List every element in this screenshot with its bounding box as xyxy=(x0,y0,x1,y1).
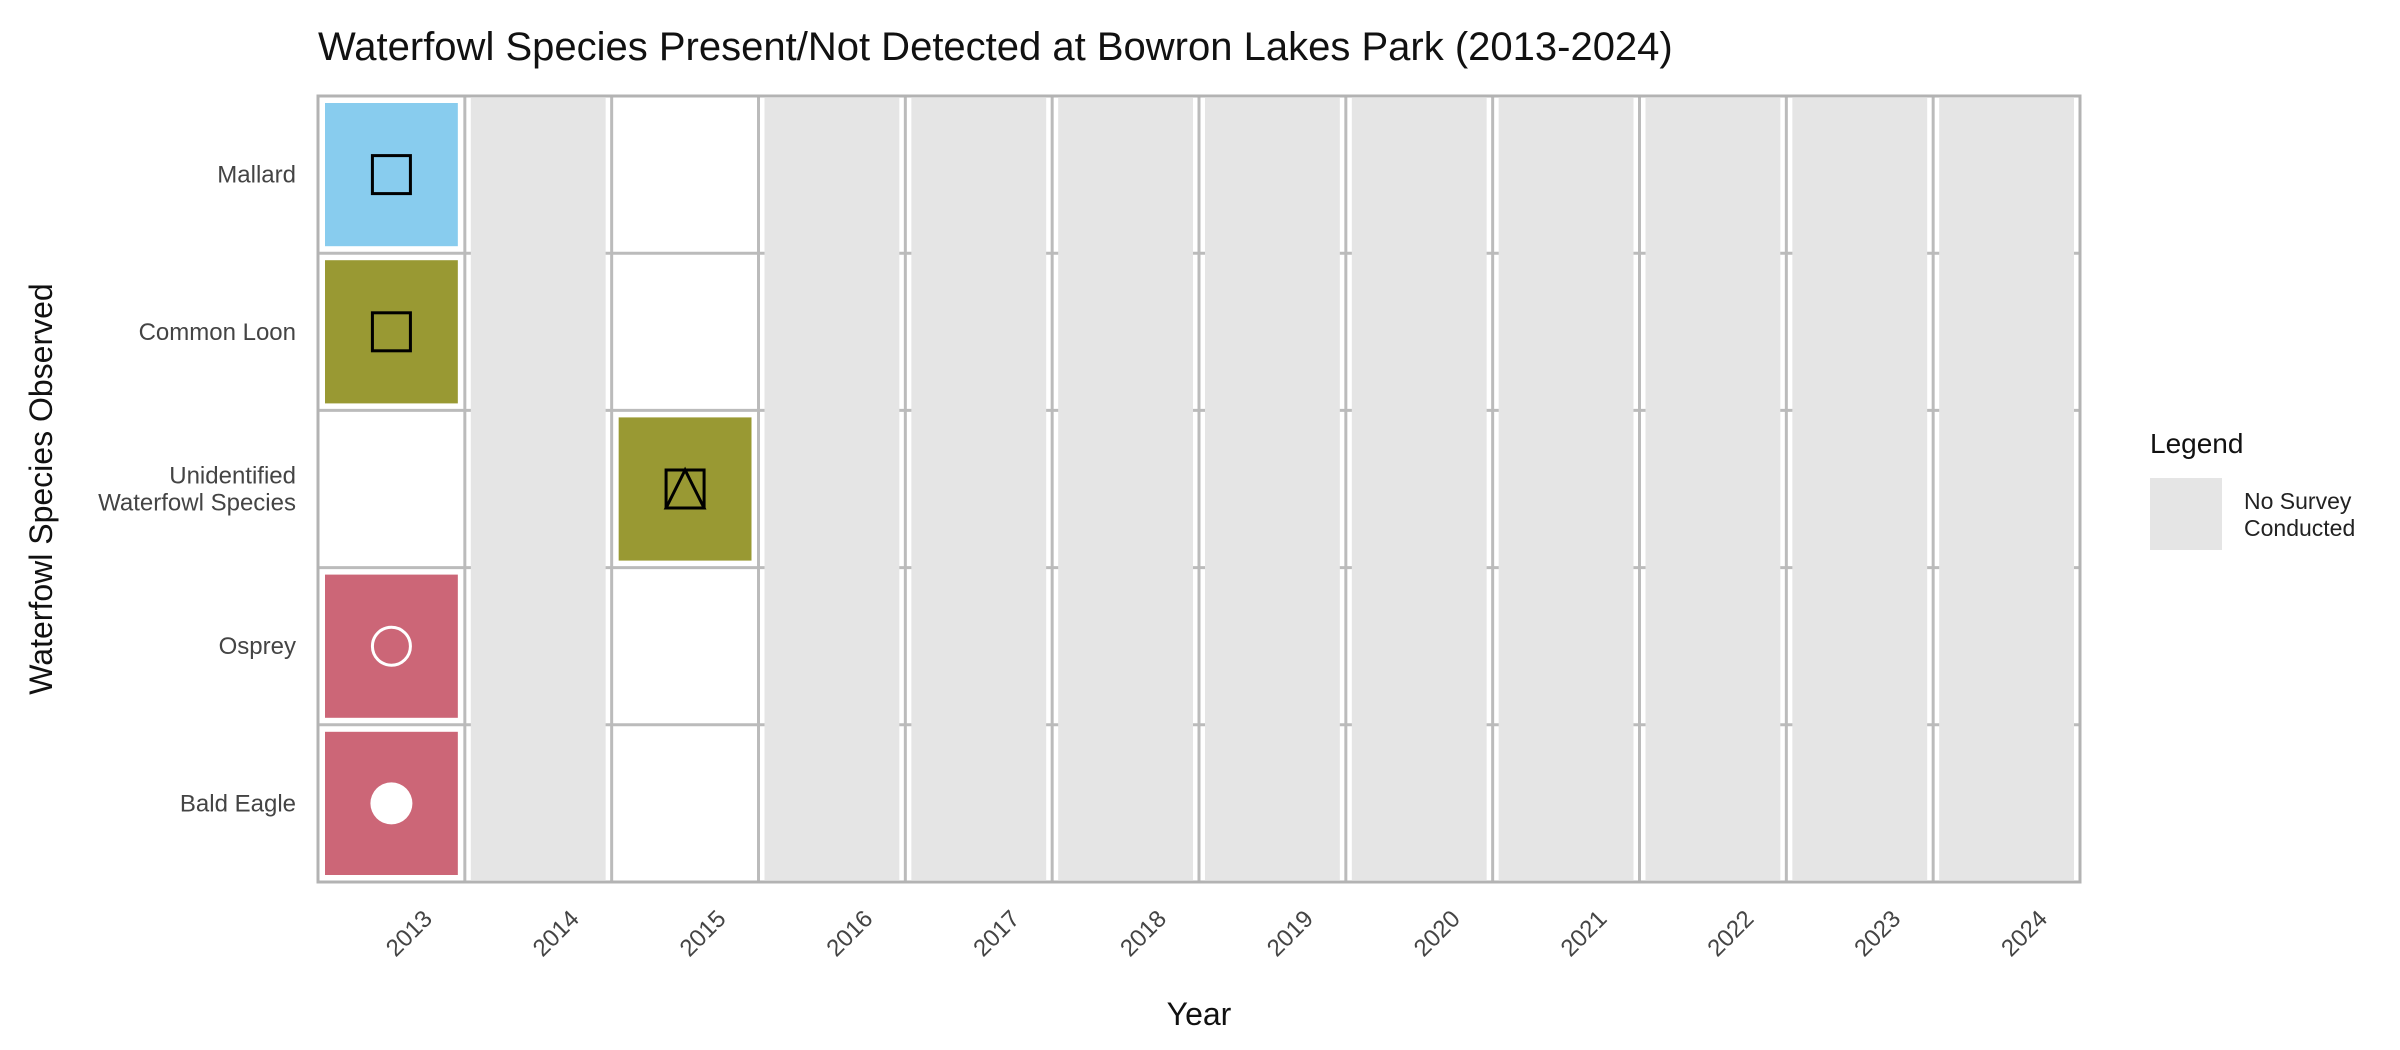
symbol-bald-eagle-2013-filled-circle xyxy=(370,782,413,825)
y-tick-label-line: Mallard xyxy=(217,162,296,189)
symbol-osprey-2013-open-circle xyxy=(370,625,412,667)
x-tick-label-2021: 2021 xyxy=(1556,905,1613,962)
x-tick-label-2024: 2024 xyxy=(1996,905,2053,962)
no-survey-layer xyxy=(470,98,2074,880)
x-axis-title: Year xyxy=(1167,996,1232,1032)
no-survey-column-2018 xyxy=(1058,98,1193,880)
x-tick-label-2015: 2015 xyxy=(675,905,732,962)
no-survey-column-2016 xyxy=(764,98,900,880)
x-tick-label-2014: 2014 xyxy=(528,905,585,962)
symbols-layer xyxy=(370,154,707,825)
cell-common-loon-2013 xyxy=(325,260,458,404)
legend-title: Legend xyxy=(2150,428,2243,459)
y-tick-label-common-loon: Common Loon xyxy=(139,319,296,346)
legend-key-no-survey xyxy=(2150,478,2222,550)
cell-unidentified-waterfowl-species-2015 xyxy=(618,417,752,561)
x-tick-label-2018: 2018 xyxy=(1115,905,1172,962)
chart-title: Waterfowl Species Present/Not Detected a… xyxy=(318,25,1673,69)
symbol-mallard-2013-open-square xyxy=(370,154,412,196)
no-survey-column-2023 xyxy=(1792,98,1928,880)
no-survey-column-2024 xyxy=(1939,98,2074,880)
x-tick-label-2019: 2019 xyxy=(1262,905,1319,962)
x-tick-label-2022: 2022 xyxy=(1702,905,1759,962)
no-survey-column-2020 xyxy=(1351,98,1487,880)
y-tick-label-line: Unidentified xyxy=(169,463,296,490)
y-tick-label-osprey: Osprey xyxy=(219,633,296,660)
x-tick-labels: 2013 2014 2015 2016 2017 2018 2019 2020 2021 2022… xyxy=(381,905,2053,962)
no-survey-column-2022 xyxy=(1645,98,1781,880)
cells-layer xyxy=(325,103,752,875)
x-tick-label-2017: 2017 xyxy=(968,905,1025,962)
y-tick-label-line: Common Loon xyxy=(139,319,296,346)
no-survey-column-2014 xyxy=(470,98,606,880)
no-survey-column-2021 xyxy=(1498,98,1634,880)
x-tick-label-2013: 2013 xyxy=(381,905,438,962)
grid-layer xyxy=(318,96,2080,882)
panel-border xyxy=(316,94,2082,884)
y-tick-label-mallard: Mallard xyxy=(217,162,296,189)
no-survey-column-2017 xyxy=(911,98,1047,880)
y-tick-label-unidentified-waterfowl-species: Unidentified Waterfowl Species xyxy=(98,463,296,517)
no-survey-column-2019 xyxy=(1205,98,1340,880)
y-tick-label-line: Osprey xyxy=(219,633,296,660)
y-tick-labels: Mallard Common Loon Unidentified Waterfowl … xyxy=(98,162,296,818)
y-tick-label-line: Bald Eagle xyxy=(180,790,296,817)
cell-mallard-2013 xyxy=(325,103,458,247)
x-tick-label-2023: 2023 xyxy=(1849,905,1906,962)
legend-label-no-survey: No Survey Conducted xyxy=(2244,488,2355,541)
cell-osprey-2013 xyxy=(325,574,458,718)
y-tick-label-bald-eagle: Bald Eagle xyxy=(180,790,296,817)
x-tick-label-2016: 2016 xyxy=(821,905,878,962)
y-tick-label-line: Waterfowl Species xyxy=(98,490,296,517)
legend: Legend No Survey Conducted xyxy=(2150,428,2355,550)
x-tick-label-2020: 2020 xyxy=(1409,905,1466,962)
symbol-unidentified-waterfowl-species-2015-triangle xyxy=(663,466,707,510)
y-axis-title: Waterfowl Species Observed xyxy=(23,283,59,694)
legend-label-line: Conducted xyxy=(2244,515,2355,541)
legend-label-line: No Survey xyxy=(2244,488,2352,514)
symbol-common-loon-2013-open-square xyxy=(370,311,412,353)
